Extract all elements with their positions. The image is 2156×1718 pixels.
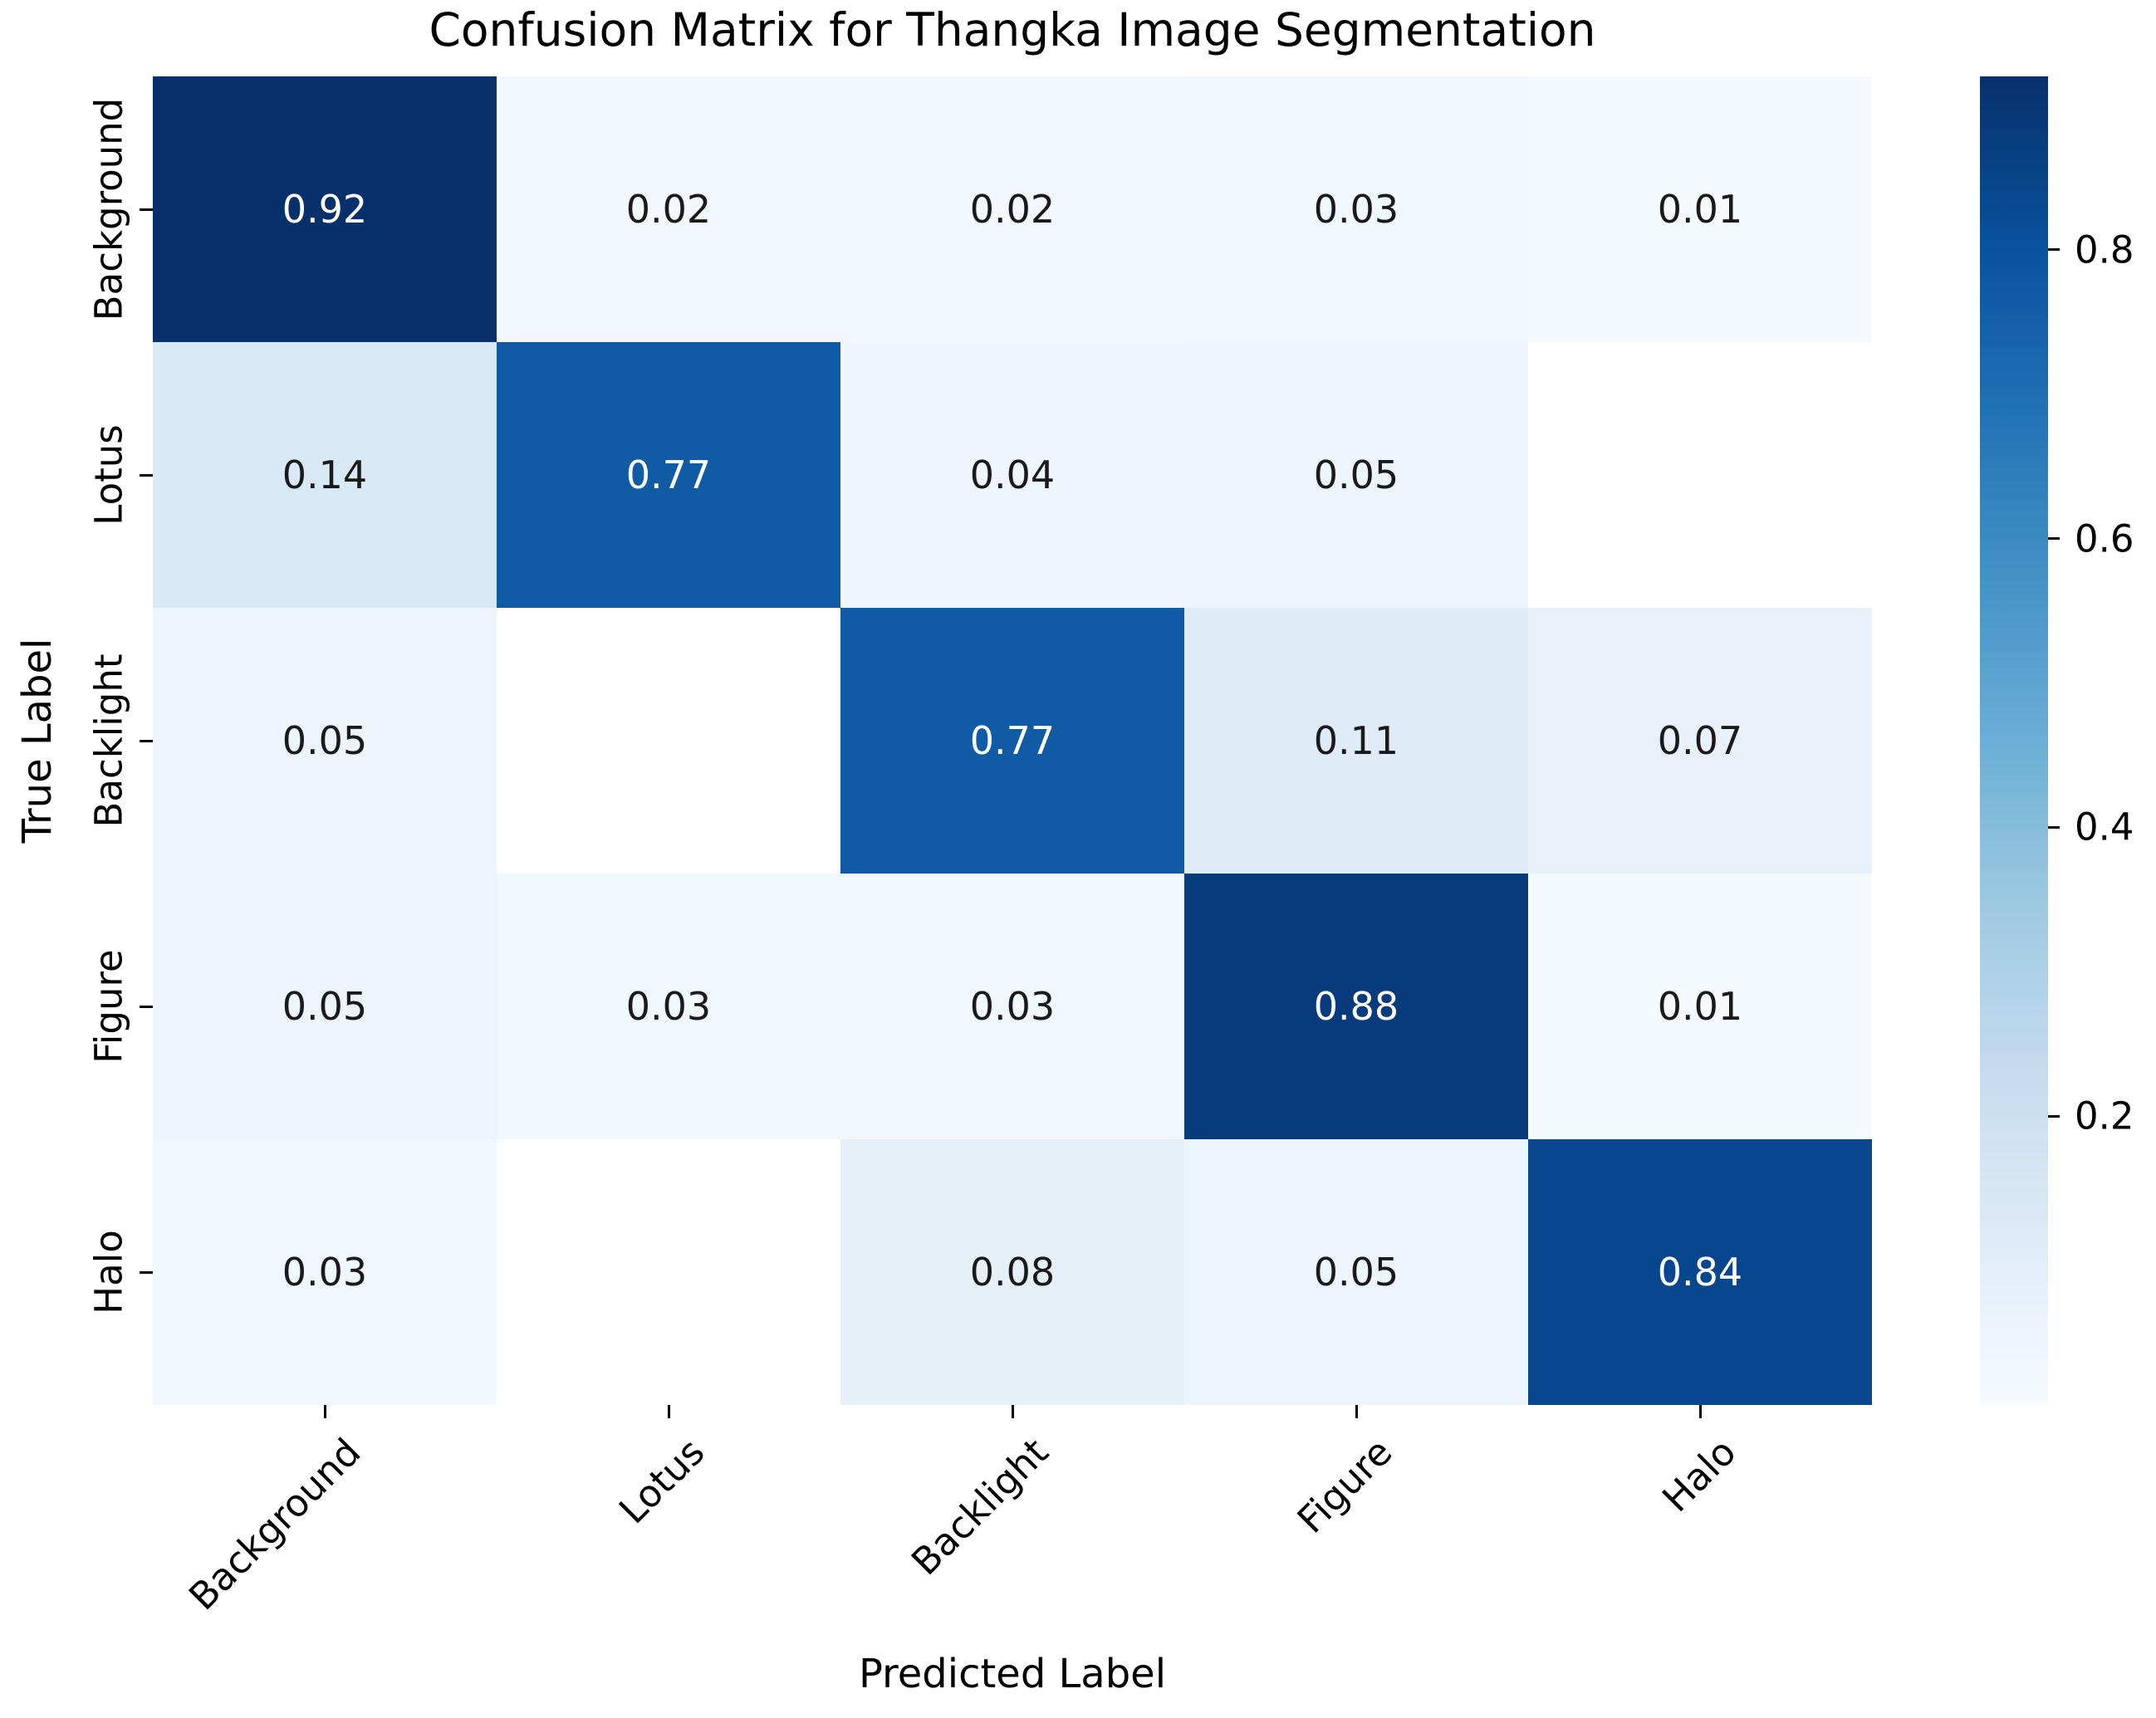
x-tick-label: Lotus — [610, 1430, 713, 1533]
heatmap-cell: 0.08 — [840, 1139, 1184, 1405]
heatmap-cell: 0.14 — [153, 342, 497, 608]
y-tick-label: Background — [86, 97, 131, 321]
cell-value: 0.05 — [1313, 1250, 1399, 1295]
heatmap-cell: 0.92 — [153, 76, 497, 342]
x-tick-mark — [1355, 1405, 1358, 1418]
x-tick-mark — [1698, 1405, 1702, 1418]
heatmap-cell: 0.02 — [497, 76, 840, 342]
cell-value: 0.02 — [625, 187, 712, 232]
y-tick-mark — [140, 739, 153, 742]
x-tick-mark — [667, 1405, 670, 1418]
heatmap-cell: 0.07 — [1528, 608, 1872, 874]
cell-value: 0.84 — [1657, 1250, 1743, 1295]
y-tick-label: Lotus — [86, 424, 131, 526]
cell-value: 0.07 — [1657, 718, 1743, 763]
y-tick-label: Backlight — [86, 653, 131, 828]
heatmap-cell: 0.03 — [1184, 76, 1528, 342]
heatmap-cell: 0.88 — [1184, 874, 1528, 1139]
cell-value: 0.08 — [969, 1250, 1056, 1295]
cell-value: 0.11 — [1313, 718, 1399, 763]
cell-value: 0.03 — [1313, 187, 1399, 232]
x-tick-label: Backlight — [903, 1430, 1057, 1584]
heatmap-cell — [1528, 342, 1872, 608]
x-axis-title: Predicted Label — [858, 1651, 1167, 1697]
colorbar-tick-label: 0.6 — [2075, 516, 2134, 561]
colorbar-tick-label: 0.4 — [2075, 805, 2134, 849]
y-axis-title: True Label — [14, 638, 61, 844]
colorbar-tick-mark — [2048, 248, 2060, 252]
y-tick-label: Halo — [86, 1230, 131, 1314]
x-tick-mark — [323, 1405, 326, 1418]
heatmap-cell: 0.11 — [1184, 608, 1528, 874]
colorbar — [1980, 76, 2048, 1405]
colorbar-tick-mark — [2048, 537, 2060, 541]
heatmap-cell — [497, 608, 840, 874]
cell-value: 0.77 — [969, 718, 1056, 763]
heatmap-cell: 0.05 — [153, 608, 497, 874]
cell-value: 0.04 — [969, 453, 1056, 497]
y-tick-label: Figure — [86, 949, 131, 1064]
cell-value: 0.05 — [1313, 453, 1399, 497]
cell-value: 0.01 — [1657, 984, 1743, 1029]
cell-value: 0.02 — [969, 187, 1056, 232]
colorbar-tick-mark — [2048, 1114, 2060, 1118]
heatmap-cell: 0.01 — [1528, 76, 1872, 342]
colorbar-tick-label: 0.2 — [2075, 1094, 2134, 1138]
cell-value: 0.14 — [282, 453, 368, 497]
heatmap-cell: 0.03 — [497, 874, 840, 1139]
heatmap-cell: 0.77 — [840, 608, 1184, 874]
heatmap-cell: 0.04 — [840, 342, 1184, 608]
x-tick-label: Background — [180, 1430, 370, 1619]
heatmap-cell: 0.84 — [1528, 1139, 1872, 1405]
y-tick-mark — [140, 208, 153, 211]
heatmap-cell: 0.03 — [840, 874, 1184, 1139]
x-tick-label: Figure — [1288, 1430, 1401, 1542]
y-tick-mark — [140, 1005, 153, 1008]
heatmap-cell: 0.05 — [1184, 342, 1528, 608]
heatmap-cell: 0.05 — [153, 874, 497, 1139]
cell-value: 0.05 — [282, 984, 368, 1029]
x-tick-mark — [1011, 1405, 1014, 1418]
heatmap-cell: 0.01 — [1528, 874, 1872, 1139]
cell-value: 0.05 — [282, 718, 368, 763]
chart-title: Confusion Matrix for Thangka Image Segme… — [429, 3, 1596, 56]
colorbar-tick-mark — [2048, 825, 2060, 829]
cell-value: 0.88 — [1313, 984, 1399, 1029]
heatmap-cell: 0.77 — [497, 342, 840, 608]
cell-value: 0.03 — [969, 984, 1056, 1029]
cell-value: 0.03 — [282, 1250, 368, 1295]
heatmap-cell: 0.03 — [153, 1139, 497, 1405]
cell-value: 0.77 — [625, 453, 712, 497]
colorbar-tick-label: 0.8 — [2075, 228, 2134, 272]
heatmap-cell: 0.05 — [1184, 1139, 1528, 1405]
cell-value: 0.03 — [625, 984, 712, 1029]
heatmap-cell — [497, 1139, 840, 1405]
y-tick-mark — [140, 1270, 153, 1274]
heatmap-cell: 0.02 — [840, 76, 1184, 342]
x-tick-label: Halo — [1654, 1430, 1745, 1521]
cell-value: 0.92 — [282, 187, 368, 232]
y-tick-mark — [140, 473, 153, 477]
cell-value: 0.01 — [1657, 187, 1743, 232]
